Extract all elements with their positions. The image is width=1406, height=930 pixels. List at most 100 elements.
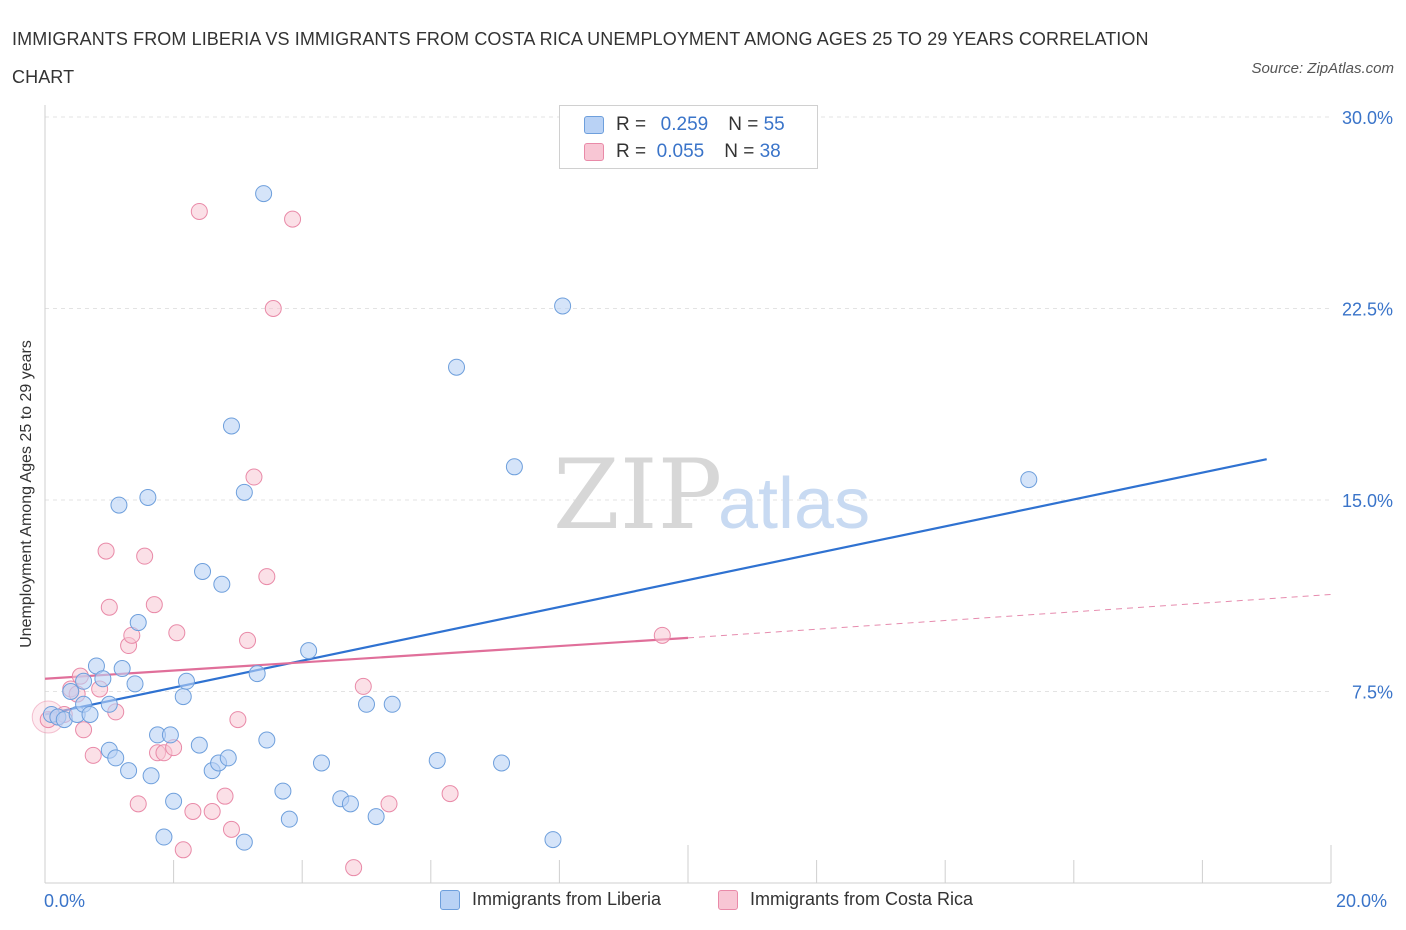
point-liberia-33 (235, 833, 253, 851)
correlation-legend: R = 0.259 N = 55 R = 0.055 N = 38 (559, 105, 818, 169)
liberia-n-label: N = (728, 114, 759, 135)
point-costa-rica-29 (245, 468, 263, 486)
liberia-legend-label: Immigrants from Liberia (472, 889, 662, 909)
axes (44, 105, 1332, 884)
point-liberia-3 (62, 683, 80, 700)
point-liberia-30 (213, 575, 231, 593)
point-liberia-49 (493, 754, 511, 772)
data-points (31, 185, 1038, 877)
point-liberia-36 (255, 185, 273, 203)
liberia-n-value: 55 (763, 114, 785, 135)
point-costa-rica-7 (84, 746, 102, 764)
point-costa-rica-26 (222, 820, 240, 838)
point-costa-rica-28 (239, 631, 257, 649)
point-liberia-45 (367, 808, 385, 826)
legend-row-costa-rica: R = 0.055 N = 38 (584, 140, 781, 164)
point-liberia-22 (161, 726, 179, 744)
point-liberia-25 (177, 672, 195, 690)
point-liberia-6 (75, 672, 93, 690)
point-liberia-52 (554, 297, 572, 315)
legend-item-costa-rica[interactable]: Immigrants from Costa Rica (718, 889, 973, 910)
liberia-legend-swatch (440, 889, 460, 910)
point-liberia-46 (383, 695, 401, 713)
point-liberia-32 (222, 417, 240, 435)
liberia-r-value: 0.259 (660, 114, 709, 135)
point-liberia-44 (358, 695, 375, 713)
legend-item-liberia[interactable]: Immigrants from Liberia (440, 889, 661, 910)
point-liberia-26 (190, 736, 208, 754)
point-costa-rica-10 (100, 598, 118, 616)
point-costa-rica-24 (203, 803, 221, 821)
costa-rica-n-label: N = (724, 141, 755, 162)
costa-rica-legend-swatch (718, 889, 738, 910)
point-liberia-24 (174, 688, 192, 706)
point-costa-rica-9 (97, 542, 115, 560)
point-liberia-50 (505, 458, 523, 476)
point-costa-rica-30 (258, 568, 276, 586)
y-tick-label-1: 15.0% (1342, 491, 1393, 511)
point-costa-rica-21 (174, 841, 192, 859)
trend-line-costa-rica (44, 636, 689, 680)
x-min-label: 0.0% (44, 891, 86, 911)
point-liberia-47 (428, 751, 446, 769)
liberia-swatch (584, 116, 604, 134)
costa-rica-swatch (584, 143, 604, 161)
point-liberia-40 (300, 642, 318, 660)
point-liberia-13 (110, 496, 128, 514)
point-liberia-27 (194, 562, 212, 580)
point-costa-rica-35 (380, 795, 398, 813)
point-costa-rica-22 (184, 803, 202, 821)
costa-rica-legend-label: Immigrants from Costa Rica (750, 889, 974, 909)
point-costa-rica-25 (216, 787, 234, 805)
trend-lines (44, 458, 1332, 716)
watermark: ZIP atlas (553, 439, 870, 551)
point-liberia-19 (142, 767, 160, 785)
point-liberia-34 (235, 483, 253, 501)
point-liberia-31 (219, 749, 237, 767)
chart-title: IMMIGRANTS FROM LIBERIA VS IMMIGRANTS FR… (12, 29, 1149, 87)
costa-rica-r-label: R = (616, 141, 647, 162)
point-liberia-53 (1020, 471, 1038, 489)
trend-line-costa-rica-extension (687, 593, 1332, 639)
trend-line-liberia (44, 458, 1267, 716)
point-liberia-15 (120, 762, 138, 780)
point-liberia-14 (113, 660, 131, 678)
point-liberia-9 (94, 670, 112, 688)
series-legend: Immigrants from Liberia Immigrants from … (0, 889, 1406, 915)
point-costa-rica-20 (168, 624, 186, 642)
point-costa-rica-34 (354, 677, 372, 695)
point-costa-rica-14 (129, 795, 147, 813)
point-liberia-23 (165, 792, 183, 810)
source-label: Source: ZipAtlas.com (1251, 60, 1394, 77)
y-tick-label-3: 30.0% (1342, 108, 1393, 128)
point-costa-rica-33 (345, 859, 363, 877)
point-costa-rica-27 (229, 711, 247, 729)
point-liberia-51 (544, 831, 562, 849)
liberia-r-label: R = (616, 114, 647, 135)
point-liberia-11 (100, 695, 118, 713)
point-liberia-17 (129, 614, 147, 632)
watermark-atlas: atlas (718, 464, 870, 544)
costa-rica-r-value: 0.055 (656, 141, 705, 162)
point-costa-rica-31 (264, 300, 282, 317)
point-costa-rica-6 (75, 721, 93, 739)
y-tick-labels: 7.5% 15.0% 22.5% 30.0% (1342, 108, 1393, 703)
point-liberia-38 (274, 782, 292, 800)
watermark-zip: ZIP (553, 439, 722, 551)
y-tick-label-2: 22.5% (1342, 300, 1393, 320)
legend-row-liberia: R = 0.259 N = 55 (584, 113, 785, 137)
point-liberia-39 (280, 810, 298, 828)
point-costa-rica-32 (284, 210, 302, 228)
point-liberia-21 (155, 828, 173, 846)
point-liberia-7 (81, 705, 99, 723)
point-costa-rica-16 (145, 596, 163, 614)
point-costa-rica-15 (136, 547, 154, 565)
point-liberia-16 (126, 675, 144, 693)
point-liberia-48 (448, 358, 466, 376)
point-liberia-37 (258, 731, 276, 749)
point-costa-rica-23 (190, 202, 208, 220)
y-tick-label-0: 7.5% (1352, 683, 1393, 703)
point-costa-rica-37 (653, 626, 671, 644)
point-liberia-18 (139, 488, 157, 506)
